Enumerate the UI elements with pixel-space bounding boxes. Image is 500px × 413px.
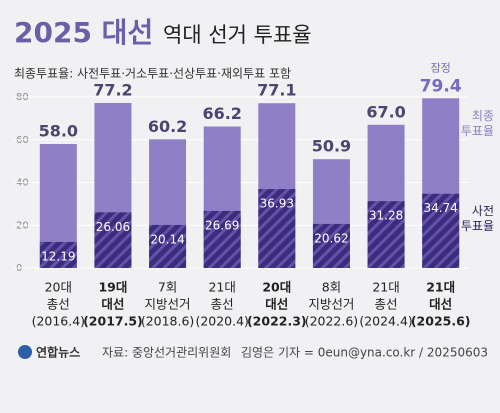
x-tick-label: 19대 — [98, 280, 127, 295]
x-tick-label: 대선 — [101, 297, 124, 312]
x-tick-label: 21대 — [426, 280, 455, 295]
legend-label: 사전 투표율 — [461, 204, 494, 233]
value-label: 77.2 — [93, 80, 132, 99]
x-tick-label: 대선 — [429, 297, 452, 312]
value-label-early: 20.62 — [314, 231, 348, 245]
value-label-early: 31.28 — [369, 209, 403, 223]
x-tick-label: 20대 — [45, 280, 72, 295]
value-label-early: 36.93 — [260, 197, 294, 211]
value-label-early: 20.14 — [150, 232, 184, 246]
chart-subtitle-title: 역대 선거 투표율 — [163, 23, 312, 47]
value-label-early: 26.69 — [205, 218, 239, 232]
bar-early — [367, 201, 405, 268]
x-tick-label: (2022.6) — [305, 314, 359, 329]
credit: 김영은 기자 = 0eun@yna.co.kr / 20250603 — [241, 346, 488, 360]
bar-early — [312, 223, 350, 268]
chart-title: 2025 대선 — [14, 16, 153, 49]
x-tick-label: (2017.5) — [83, 314, 143, 329]
annotation: 잠정 — [431, 61, 451, 74]
x-tick-label: 7회 — [158, 280, 177, 295]
x-tick-label: 20대 — [262, 280, 291, 295]
logo: 연합뉴스 — [36, 345, 80, 360]
value-label: 50.9 — [312, 137, 351, 156]
x-tick-label: 21대 — [208, 280, 235, 295]
x-tick-label: 총선 — [375, 297, 398, 312]
value-label: 79.4 — [420, 76, 462, 96]
value-label-early: 26.06 — [96, 220, 130, 234]
value-label: 60.2 — [148, 117, 187, 136]
x-tick-label: (2024.4) — [359, 314, 413, 329]
x-tick-label: 총선 — [211, 297, 234, 312]
legend-label: 최종 투표율 — [461, 109, 494, 138]
x-tick-label: 총선 — [47, 297, 70, 312]
x-tick-label: 지방선거 — [145, 297, 191, 312]
bar-early — [203, 210, 241, 268]
value-label-early: 34.74 — [424, 201, 458, 215]
x-tick-label: (2020.4) — [195, 314, 249, 329]
x-tick-label: 대선 — [265, 297, 288, 312]
x-tick-label: (2018.6) — [141, 314, 195, 329]
bar-early — [94, 212, 132, 268]
value-label: 66.2 — [202, 104, 241, 123]
bar-early — [149, 224, 187, 268]
bar-early — [39, 241, 77, 268]
x-tick-label: (2016.4) — [32, 314, 86, 329]
bar-early — [422, 193, 460, 268]
source: 자료: 중앙선거관리위원회 — [102, 346, 231, 360]
value-label: 77.1 — [257, 81, 296, 100]
x-tick-label: 21대 — [372, 280, 399, 295]
logo-icon — [18, 345, 32, 359]
x-tick-label: 지방선거 — [308, 297, 354, 312]
x-tick-label: (2022.3) — [247, 314, 307, 329]
value-label-early: 12.19 — [41, 249, 75, 263]
chart-subtitle: 최종투표율: 사전투표·거소투표·선상투표·재외투표 포함 — [14, 67, 291, 81]
x-tick-label: (2025.6) — [411, 314, 471, 329]
x-tick-label: 8회 — [322, 280, 341, 295]
value-label: 67.0 — [366, 102, 405, 121]
bar-early — [258, 189, 296, 268]
value-label: 58.0 — [39, 122, 78, 141]
